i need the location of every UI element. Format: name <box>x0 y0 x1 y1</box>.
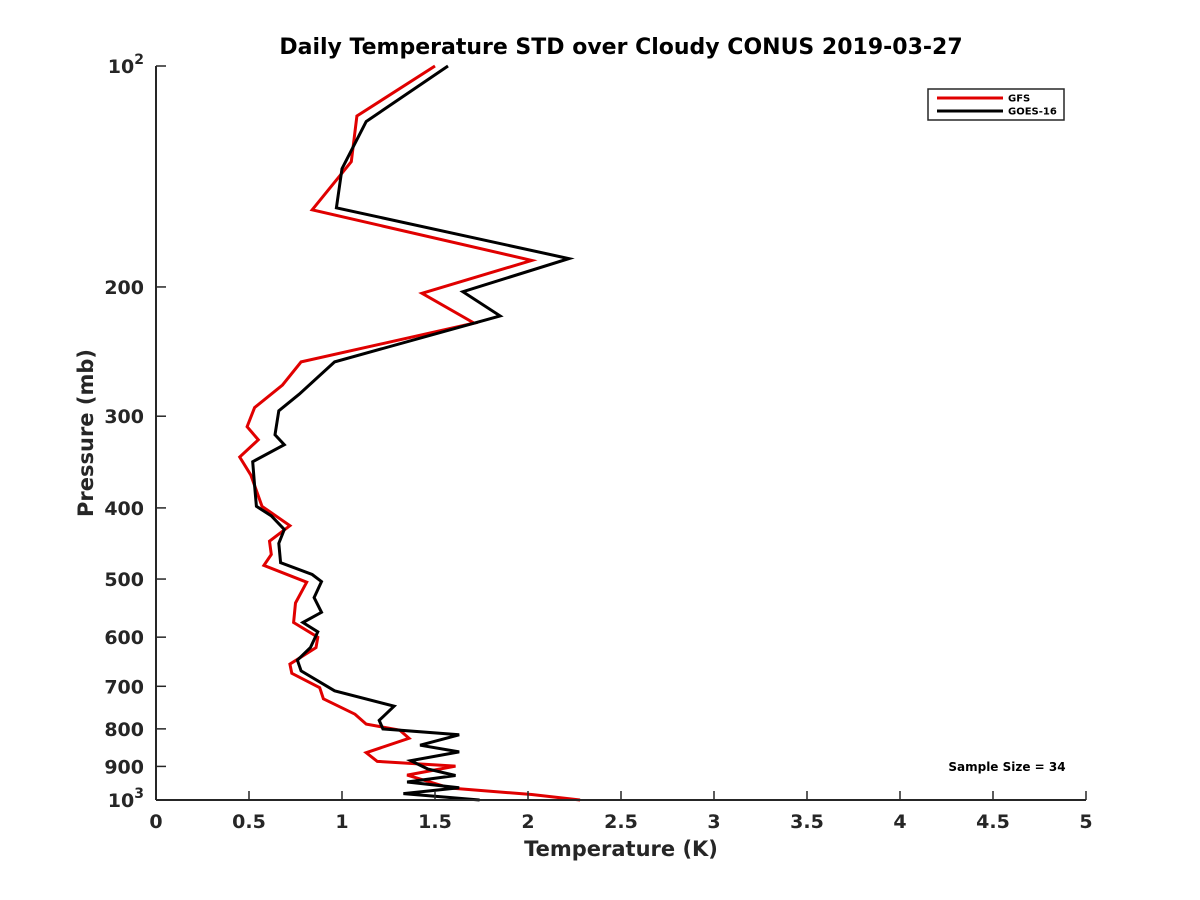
y-tick-label: 600 <box>104 627 144 649</box>
y-tick-label: 300 <box>104 406 144 428</box>
y-tick-label: 400 <box>104 498 144 520</box>
plot-series <box>237 64 581 802</box>
y-tick-label: 500 <box>104 569 144 591</box>
x-tick-label: 2.5 <box>604 811 638 833</box>
y-tick-label: 800 <box>104 719 144 741</box>
x-tick-label: 1 <box>335 811 348 833</box>
y-axis-label: Pressure (mb) <box>74 349 98 517</box>
chart-title: Daily Temperature STD over Cloudy CONUS … <box>279 35 962 60</box>
y-tick-label: 103 <box>108 786 144 812</box>
series-line-gfs <box>237 64 581 802</box>
x-tick-label: 0 <box>149 811 162 833</box>
x-tick-label: 2 <box>521 811 534 833</box>
x-tick-label: 3 <box>707 811 720 833</box>
x-axis-label: Temperature (K) <box>524 837 718 861</box>
x-tick-label: 3.5 <box>790 811 824 833</box>
x-tick-label: 1.5 <box>418 811 452 833</box>
y-tick-label: 102 <box>108 52 144 78</box>
x-tick-label: 4 <box>893 811 906 833</box>
y-tick-label: 700 <box>104 676 144 698</box>
legend-label: GOES-16 <box>1008 107 1057 118</box>
sample-size-annotation: Sample Size = 34 <box>948 760 1065 774</box>
series-line-goes-16 <box>251 64 575 802</box>
y-tick-label: 900 <box>104 756 144 778</box>
axes <box>155 66 1086 801</box>
legend-box <box>927 88 1065 121</box>
x-tick-label: 4.5 <box>976 811 1010 833</box>
x-tick-label: 5 <box>1079 811 1092 833</box>
y-tick-label: 200 <box>104 277 144 299</box>
y-ticks: 102 200 300 400 500 600 700 800 900 103 <box>104 52 166 812</box>
x-ticks: 0 0.5 1 1.5 2 2.5 3 3.5 4 4.5 5 <box>149 791 1093 833</box>
legend-label: GFS <box>1008 94 1030 105</box>
x-tick-label: 0.5 <box>232 811 266 833</box>
legend: GFS GOES-16 <box>927 88 1065 121</box>
